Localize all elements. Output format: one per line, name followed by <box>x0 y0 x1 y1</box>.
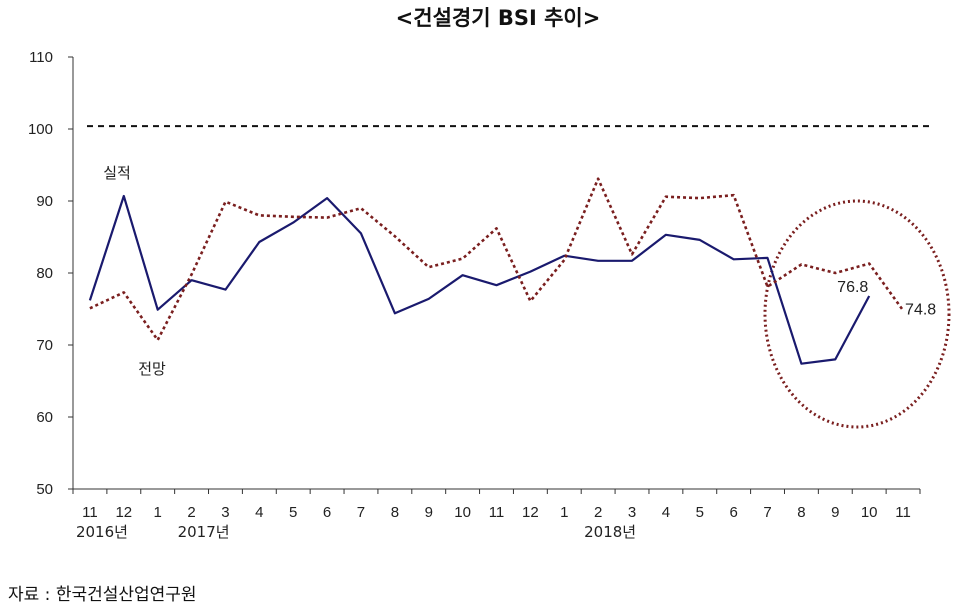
x-tick-label: 1 <box>560 504 568 521</box>
series-label-forecast: 전망 <box>138 360 166 378</box>
x-tick-label: 7 <box>763 504 771 521</box>
chart-title: <건설경기 BSI 추이> <box>396 6 601 30</box>
x-tick-label: 11 <box>489 504 505 521</box>
series-line-forecast <box>89 177 905 342</box>
x-year-label: 2018년 <box>584 523 636 541</box>
x-tick-label: 2 <box>594 504 602 521</box>
x-tick-label: 12 <box>522 504 539 521</box>
x-tick-label: 3 <box>628 504 636 521</box>
x-tick-label: 4 <box>662 504 670 521</box>
x-tick-label: 3 <box>221 504 229 521</box>
series-label-actual: 실적 <box>103 164 131 182</box>
y-tick-label: 100 <box>28 121 53 138</box>
source-note: 자료 : 한국건설산업연구원 <box>8 585 197 605</box>
highlight-ellipse <box>763 199 951 429</box>
x-tick-label: 5 <box>696 504 704 521</box>
x-tick-label: 9 <box>831 504 839 521</box>
x-tick-label: 10 <box>454 504 471 521</box>
y-tick-label: 60 <box>36 409 53 426</box>
x-tick-label: 8 <box>797 504 805 521</box>
x-tick-label: 7 <box>357 504 365 521</box>
data-label: 76.8 <box>837 279 868 296</box>
x-tick-label: 6 <box>729 504 737 521</box>
x-tick-label: 5 <box>289 504 297 521</box>
series-group <box>88 177 905 365</box>
y-tick-label: 70 <box>36 337 53 354</box>
y-tick-label: 110 <box>29 49 53 66</box>
x-tick-label: 8 <box>391 504 399 521</box>
y-axis: 50 60 70 80 90 100 110 <box>28 49 74 498</box>
x-tick-label: 10 <box>861 504 878 521</box>
x-tick-label: 9 <box>425 504 433 521</box>
y-tick-label: 50 <box>36 481 53 498</box>
y-tick-label: 80 <box>36 265 53 282</box>
data-label: 74.8 <box>905 301 936 318</box>
y-tick-label: 90 <box>36 193 53 210</box>
x-year-label: 2017년 <box>178 523 230 541</box>
x-tick-label: 11 <box>895 504 911 521</box>
x-tick-label: 4 <box>255 504 263 521</box>
x-year-label: 2016년 <box>76 523 128 541</box>
x-tick-label: 6 <box>323 504 331 521</box>
x-tick-label: 11 <box>82 504 98 521</box>
highlight-ellipse-group <box>763 199 951 429</box>
x-tick-label: 1 <box>154 504 162 521</box>
series-line-actual <box>88 194 871 365</box>
x-tick-label: 12 <box>115 504 132 521</box>
x-tick-label: 2 <box>187 504 195 521</box>
